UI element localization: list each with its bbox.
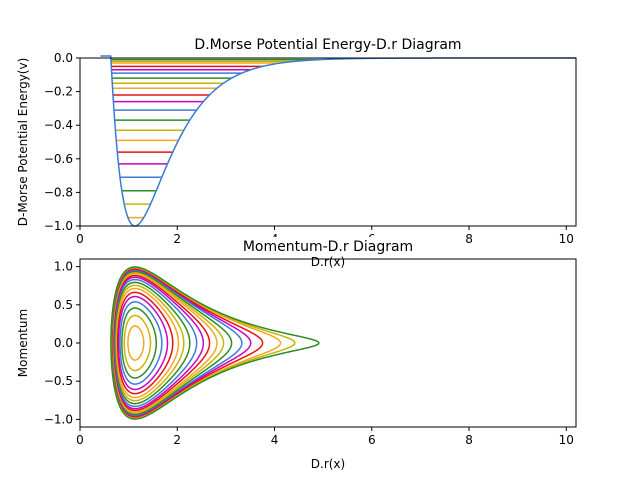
phase-orbit	[116, 291, 174, 395]
phase-orbit	[114, 284, 185, 402]
title-background	[222, 237, 434, 255]
y-tick-label: −1.0	[44, 412, 73, 426]
x-axis-label: D.r(x)	[311, 457, 345, 471]
phase-orbit	[112, 276, 205, 410]
y-tick-label: 0.0	[54, 336, 73, 350]
phase-orbit	[113, 278, 198, 408]
plot-area	[100, 55, 576, 227]
plot-area	[110, 266, 320, 420]
x-tick-label: 8	[465, 433, 473, 447]
y-axis-label: Momentum	[16, 309, 30, 377]
y-tick-label: −0.2	[44, 85, 73, 99]
x-tick-label: 2	[173, 232, 181, 246]
phase-orbit	[112, 274, 211, 412]
y-tick-label: −0.8	[44, 185, 73, 199]
y-tick-label: 1.0	[54, 260, 73, 274]
phase-orbit	[111, 273, 218, 413]
y-axis-label: D-Morse Potential Energy(v)	[16, 58, 30, 227]
x-tick-label: 2	[173, 433, 181, 447]
phase-orbit	[111, 270, 233, 416]
x-axis-label: D.r(x)	[311, 255, 345, 269]
y-tick-label: −1.0	[44, 219, 73, 233]
potential-energy-chart: D.Morse Potential Energy-D.r Diagram 024…	[16, 37, 577, 269]
axes-frame	[79, 57, 577, 227]
phase-orbit	[110, 269, 243, 417]
phase-orbit	[121, 307, 157, 379]
y-tick-label: −0.6	[44, 152, 73, 166]
phase-orbit	[115, 287, 180, 399]
y-tick-label: 0.5	[54, 298, 73, 312]
x-tick-label: 0	[76, 433, 84, 447]
y-ticks: −1.0 −0.8 −0.6 −0.4 −0.2 0.0	[44, 51, 80, 233]
x-tick-label: 0	[76, 232, 84, 246]
y-tick-label: −0.4	[44, 118, 73, 132]
x-tick-label: 8	[465, 232, 473, 246]
momentum-chart: Momentum-D.r Diagram 0 2 4 6 8 10 −1.0 −0.5 0.0…	[16, 237, 577, 471]
phase-orbit	[119, 301, 163, 385]
x-tick-label: 10	[559, 433, 574, 447]
phase-orbit	[123, 314, 152, 372]
phase-orbit	[111, 271, 225, 415]
phase-orbit	[110, 267, 264, 419]
phase-orbit	[127, 325, 145, 361]
y-tick-label: 0.0	[54, 51, 73, 65]
x-tick-label: 4	[271, 433, 279, 447]
phase-orbit	[110, 266, 320, 420]
x-tick-label: 6	[368, 433, 376, 447]
x-tick-label: 10	[559, 232, 574, 246]
y-ticks: −1.0 −0.5 0.0 0.5 1.0	[44, 260, 80, 426]
chart-title: Momentum-D.r Diagram	[243, 239, 413, 255]
chart-title: D.Morse Potential Energy-D.r Diagram	[194, 37, 461, 53]
phase-orbit	[117, 295, 169, 391]
phase-orbit	[110, 267, 282, 419]
phase-orbit	[113, 281, 191, 405]
y-tick-label: −0.5	[44, 374, 73, 388]
x-ticks: 0 2 4 6 8 10	[76, 427, 574, 447]
